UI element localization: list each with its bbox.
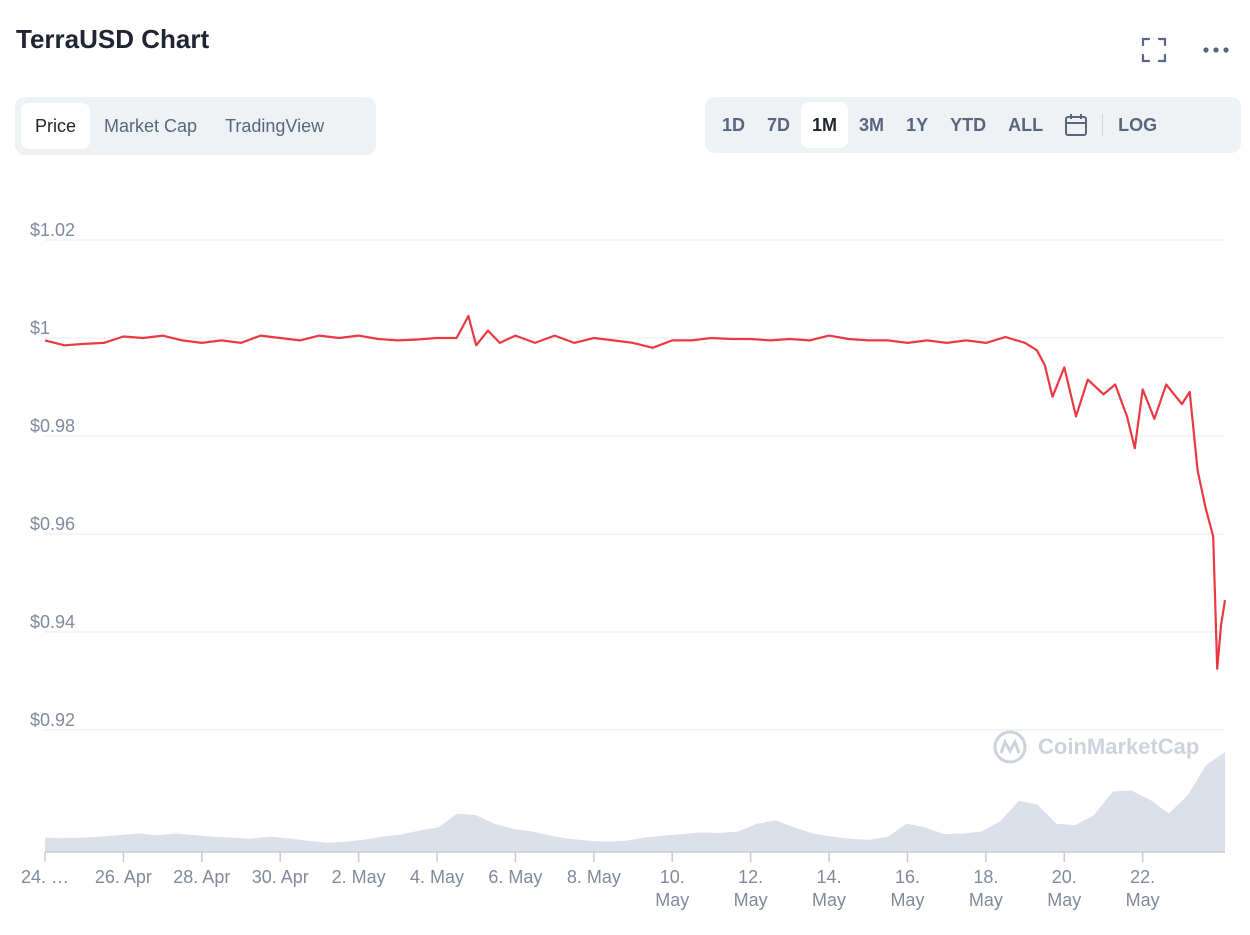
x-tick-label: 4. May (410, 867, 464, 887)
volume-area (45, 752, 1225, 852)
fullscreen-icon[interactable] (1140, 36, 1168, 64)
x-tick-label-line2: May (812, 890, 846, 910)
tab-market-cap[interactable]: Market Cap (104, 116, 198, 136)
x-tick-label-line2: May (655, 890, 689, 910)
coinmarketcap-logo-icon (993, 730, 1027, 764)
y-tick-label: $0.98 (30, 416, 75, 436)
log-scale-button[interactable]: LOG (1118, 115, 1158, 135)
y-tick-label: $0.92 (30, 710, 75, 730)
x-tick-label: 18. (973, 867, 998, 887)
tab-tradingview[interactable]: TradingView (225, 116, 325, 136)
x-tick-label-line2: May (734, 890, 768, 910)
chart-type-tabs: Price Market Cap TradingView (15, 97, 376, 155)
chart-toolbar (1140, 36, 1230, 64)
chart-title: TerraUSD Chart (16, 24, 210, 54)
x-tick-label: 26. Apr (95, 867, 152, 887)
range-7d-button[interactable]: 7D (767, 115, 791, 135)
more-icon[interactable] (1202, 36, 1230, 64)
x-tick-label: 24. … (21, 867, 69, 887)
watermark-text: CoinMarketCap (1038, 734, 1200, 759)
x-tick-label: 20. (1052, 867, 1077, 887)
x-tick-label-line2: May (1047, 890, 1081, 910)
x-tick-label: 28. Apr (173, 867, 230, 887)
x-tick-label: 6. May (488, 867, 542, 887)
y-tick-label: $1 (30, 318, 50, 338)
x-tick-label: 8. May (567, 867, 621, 887)
range-3m-button[interactable]: 3M (859, 115, 885, 135)
x-tick-label-line2: May (890, 890, 924, 910)
price-line (44, 314, 1227, 670)
y-tick-label: $1.02 (30, 220, 75, 240)
tab-price[interactable]: Price (21, 103, 91, 149)
y-tick-label: $0.94 (30, 612, 75, 632)
x-tick-label-line2: May (1126, 890, 1160, 910)
x-tick-label: 22. (1130, 867, 1155, 887)
watermark: CoinMarketCap (992, 729, 1199, 765)
range-all-button[interactable]: ALL (1008, 115, 1044, 135)
range-divider (1102, 114, 1104, 136)
x-tick-label: 2. May (332, 867, 386, 887)
x-tick-label: 16. (895, 867, 920, 887)
y-tick-label: $0.96 (30, 514, 75, 534)
time-range-selector: 1D 7D 1M 3M 1Y YTD ALL LOG (705, 97, 1241, 153)
range-1y-button[interactable]: 1Y (906, 115, 929, 135)
range-1m-button[interactable]: 1M (801, 102, 849, 148)
x-tick-label-line2: May (969, 890, 1003, 910)
x-tick-label: 14. (817, 867, 842, 887)
x-tick-label: 12. (738, 867, 763, 887)
range-ytd-button[interactable]: YTD (950, 115, 987, 135)
calendar-icon[interactable] (1054, 102, 1098, 148)
x-tick-label: 30. Apr (252, 867, 309, 887)
range-1d-button[interactable]: 1D (722, 115, 746, 135)
x-tick-label: 10. (660, 867, 685, 887)
